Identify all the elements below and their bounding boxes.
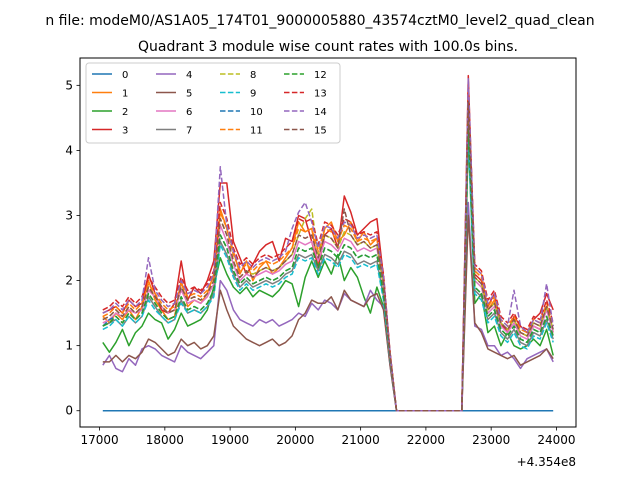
series-line-3 xyxy=(102,74,554,412)
series-line-9 xyxy=(102,136,554,412)
legend-label: 13 xyxy=(314,89,327,100)
chart-title: Quadrant 3 module wise count rates with … xyxy=(138,39,518,55)
x-tick-label: 23000 xyxy=(472,433,510,447)
y-tick-label: 5 xyxy=(65,78,73,92)
x-tick-label: 21000 xyxy=(342,433,380,447)
y-tick-label: 2 xyxy=(65,274,73,288)
y-tick-label: 1 xyxy=(65,339,73,353)
legend-label: 5 xyxy=(186,89,192,100)
x-tick-label: 24000 xyxy=(537,433,575,447)
y-axis: 0 1 2 3 4 5 xyxy=(65,78,80,418)
x-tick-label: 19000 xyxy=(211,433,249,447)
x-offset-label: +4.354e8 xyxy=(517,455,576,469)
series-line-7 xyxy=(102,130,554,412)
legend-label: 11 xyxy=(250,126,263,137)
series-line-5 xyxy=(102,214,554,412)
x-tick-label: 17000 xyxy=(80,433,118,447)
x-axis: 17000 18000 19000 20000 21000 22000 23000 24000 xyxy=(80,427,576,447)
legend-label: 9 xyxy=(250,89,256,100)
legend-label: 7 xyxy=(186,126,192,137)
series-line-13 xyxy=(102,84,554,412)
legend-label: 14 xyxy=(314,107,327,118)
legend-label: 2 xyxy=(122,107,128,118)
legend-label: 8 xyxy=(250,70,256,81)
x-tick-label: 18000 xyxy=(146,433,184,447)
series-line-11 xyxy=(102,87,554,412)
legend-label: 10 xyxy=(250,107,263,118)
legend-label: 15 xyxy=(314,126,327,137)
series-line-15 xyxy=(102,100,554,412)
legend-label: 4 xyxy=(186,70,192,81)
series-line-6 xyxy=(102,110,554,412)
y-tick-label: 3 xyxy=(65,208,73,222)
legend-label: 12 xyxy=(314,70,327,81)
series-line-14 xyxy=(102,78,554,412)
series-line-12 xyxy=(102,123,554,412)
legend-label: 0 xyxy=(122,70,128,81)
legend-label: 1 xyxy=(122,89,128,100)
figure-suptitle: n file: modeM0/AS1A05_174T01_9000005880_… xyxy=(45,13,594,29)
legend-label: 6 xyxy=(186,107,192,118)
legend-label: 3 xyxy=(122,126,128,137)
x-tick-label: 20000 xyxy=(276,433,314,447)
y-tick-label: 4 xyxy=(65,143,73,157)
series-line-2 xyxy=(102,136,554,412)
plot-frame xyxy=(79,57,577,428)
legend-frame xyxy=(85,62,341,144)
x-tick-label: 22000 xyxy=(407,433,445,447)
y-tick-label: 0 xyxy=(65,404,73,418)
plot-lines xyxy=(102,74,554,412)
